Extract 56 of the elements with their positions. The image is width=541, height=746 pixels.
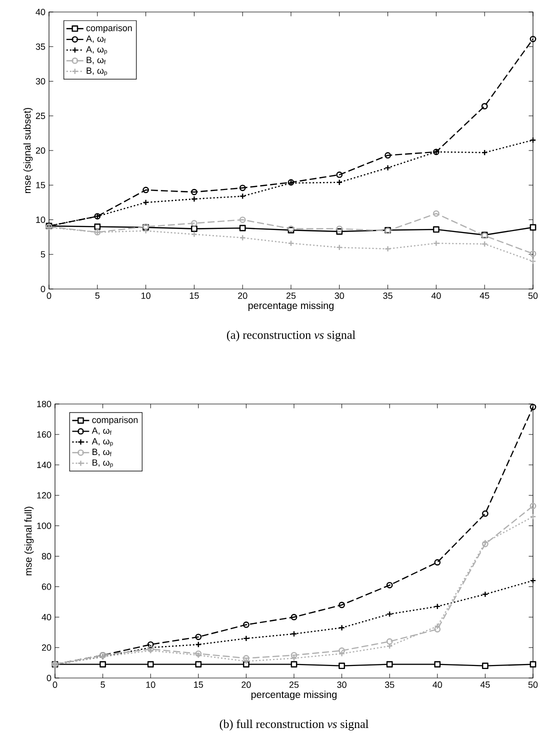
y-tick-label: 40 bbox=[36, 8, 45, 16]
y-tick-label: 35 bbox=[36, 43, 45, 50]
legend-label: A, ω$_{f}$ bbox=[86, 36, 106, 43]
x-tick-label: 45 bbox=[480, 682, 490, 688]
legend-label: B, ω$_{f}$ bbox=[86, 56, 106, 64]
x-axis-title: percentage missing bbox=[251, 690, 336, 700]
text: (b) full reconstruction vs signal bbox=[220, 720, 368, 731]
legend-label: B, ω$_{p}$ bbox=[86, 68, 107, 76]
legend-label: B, ω$_{p}$ bbox=[92, 459, 113, 468]
y-tick-label: 25 bbox=[36, 112, 45, 120]
x-tick-label: 10 bbox=[146, 682, 156, 688]
x-tick-label: 35 bbox=[384, 682, 394, 688]
x-tick-label: 40 bbox=[432, 682, 442, 688]
y-tick-label: 15 bbox=[36, 182, 45, 188]
x-tick-label: 30 bbox=[334, 292, 344, 299]
y-tick-label: 20 bbox=[36, 147, 45, 154]
x-tick-label: 35 bbox=[383, 292, 392, 299]
x-tick-label: 50 bbox=[528, 292, 538, 299]
x-tick-label: 45 bbox=[480, 292, 490, 299]
x-tick-label: 5 bbox=[95, 292, 100, 299]
y-tick-label: 20 bbox=[42, 644, 51, 651]
legend-label: comparison bbox=[86, 24, 132, 33]
x-tick-label: 50 bbox=[528, 682, 538, 688]
x-tick-label: 40 bbox=[431, 292, 441, 299]
y-tick-label: 40 bbox=[42, 614, 51, 620]
x-tick-label: 0 bbox=[52, 682, 58, 688]
x-tick-label: 5 bbox=[100, 682, 105, 688]
text: (a) reconstruction vs signal bbox=[226, 330, 356, 342]
y-axis-title: mse (signal full) bbox=[24, 506, 34, 576]
legend-label: B, ω$_{f}$ bbox=[92, 448, 112, 456]
x-tick-label: 25 bbox=[289, 682, 298, 688]
y-tick-label: 140 bbox=[37, 462, 51, 468]
y-tick-label: 0 bbox=[46, 674, 51, 682]
y-tick-label: 0 bbox=[40, 286, 45, 292]
x-tick-label: 15 bbox=[190, 292, 199, 299]
y-tick-label: 10 bbox=[36, 216, 45, 223]
x-tick-label: 10 bbox=[141, 292, 150, 299]
legend-label: comparison bbox=[92, 416, 138, 425]
legend-label: A, ω$_{p}$ bbox=[92, 438, 113, 447]
x-tick-label: 25 bbox=[286, 292, 296, 299]
y-tick-label: 30 bbox=[36, 78, 45, 84]
legend-label: A, ω$_{p}$ bbox=[86, 46, 107, 55]
y-tick-label: 160 bbox=[37, 431, 51, 438]
x-tick-label: 20 bbox=[238, 292, 248, 299]
x-axis-title: percentage missing bbox=[248, 302, 334, 312]
x-tick-label: 15 bbox=[194, 682, 203, 688]
y-tick-label: 120 bbox=[37, 492, 51, 499]
legend-label: A, ω$_{f}$ bbox=[92, 427, 112, 435]
y-tick-label: 60 bbox=[42, 583, 51, 590]
y-tick-label: 80 bbox=[42, 553, 51, 560]
y-tick-label: 180 bbox=[37, 400, 51, 408]
x-tick-label: 30 bbox=[337, 682, 346, 688]
y-tick-label: 100 bbox=[37, 522, 51, 529]
y-axis-title: mse (signal subset) bbox=[23, 108, 33, 194]
y-tick-label: 5 bbox=[40, 251, 45, 258]
x-tick-label: 20 bbox=[242, 682, 251, 688]
